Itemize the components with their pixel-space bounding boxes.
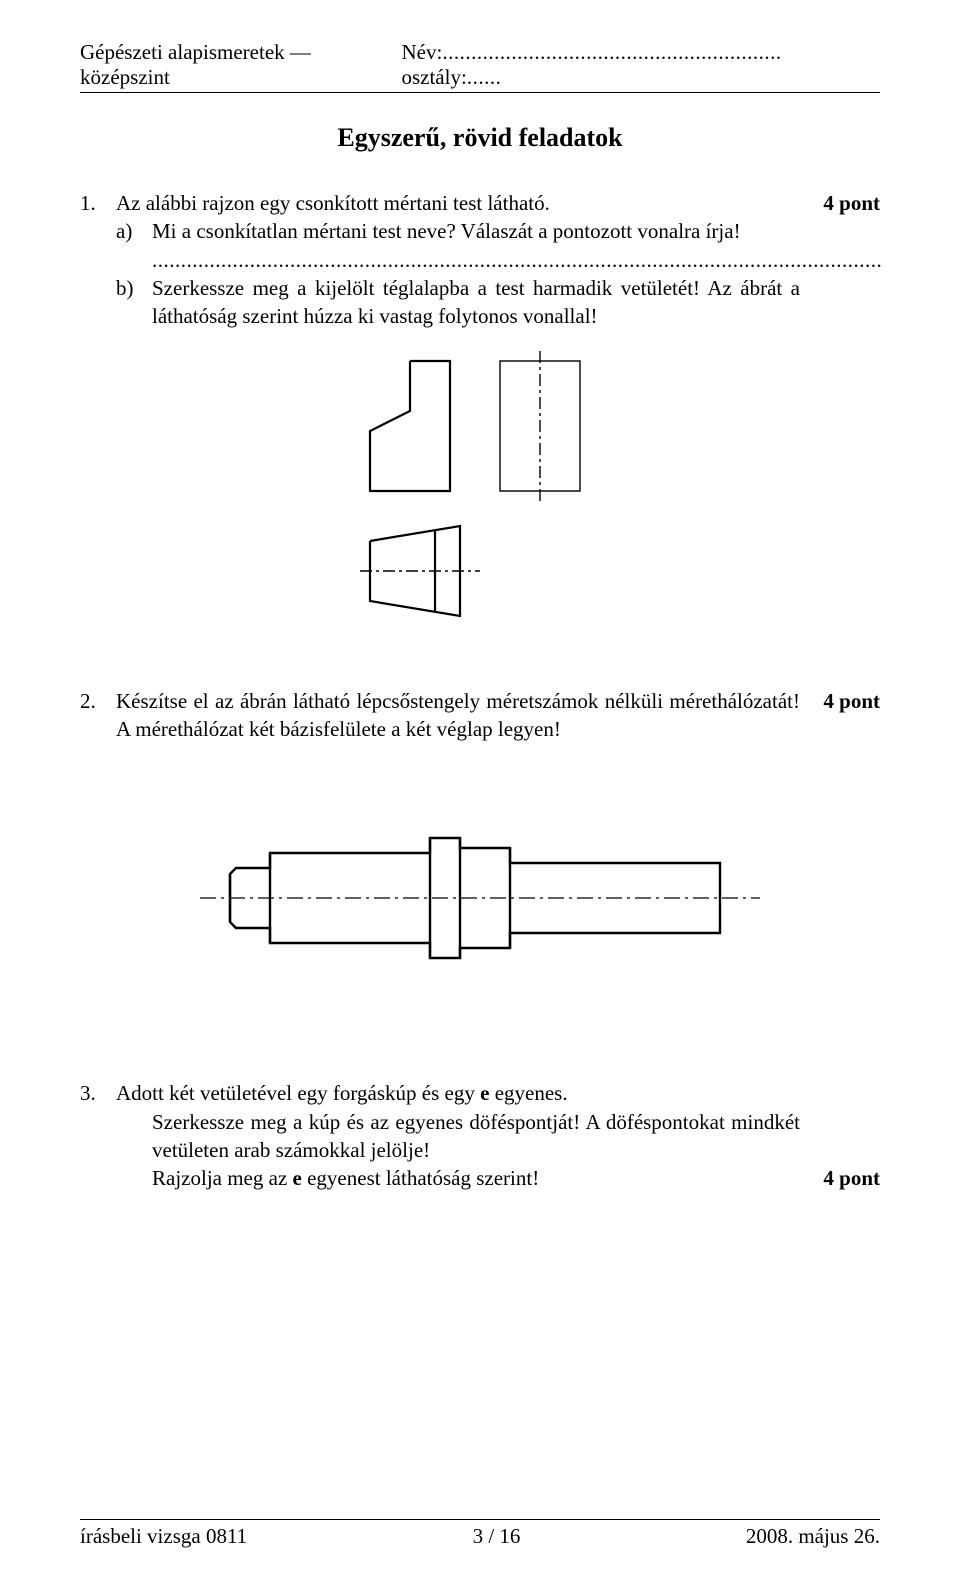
task-3-line3a: Rajzolja meg az — [152, 1166, 293, 1190]
task-1-points: 4 pont — [810, 189, 880, 217]
task-2-text: Készítse el az ábrán látható lépcsősteng… — [116, 687, 800, 744]
footer-center: 3 / 16 — [473, 1524, 521, 1549]
task-3-line3: Rajzolja meg az e egyenest láthatóság sz… — [152, 1164, 800, 1192]
page-header: Gépészeti alapismeretek — középszint Név… — [80, 40, 880, 93]
name-dots: ........................................… — [442, 40, 781, 64]
task-1a-answer-line[interactable]: ........................................… — [152, 246, 882, 274]
header-subject: Gépészeti alapismeretek — középszint — [80, 40, 401, 90]
figure-1 — [80, 351, 880, 647]
task-1: 1. Az alábbi rajzon egy csonkított mérta… — [80, 189, 880, 331]
page-title: Egyszerű, rövid feladatok — [80, 123, 880, 153]
task-3-points: 4 pont — [810, 1164, 880, 1192]
class-dots: ...... — [467, 65, 502, 89]
task-2-points: 4 pont — [810, 687, 880, 715]
footer-right: 2008. május 26. — [746, 1524, 880, 1549]
task-3-number: 3. — [80, 1079, 106, 1107]
task-3-line1: Adott két vetületével egy forgáskúp és e… — [116, 1079, 800, 1107]
footer-left: írásbeli vizsga 0811 — [80, 1524, 247, 1549]
task-3-line1a: Adott két vetületével egy forgáskúp és e… — [116, 1081, 480, 1105]
task-2: 2. Készítse el az ábrán látható lépcsőst… — [80, 687, 880, 744]
task-2-number: 2. — [80, 687, 106, 715]
task-3-line1b: egyenes. — [489, 1081, 567, 1105]
header-name-class: Név:....................................… — [401, 40, 880, 90]
task-1-number: 1. — [80, 189, 106, 217]
task-3-e2: e — [293, 1166, 302, 1190]
figure-1-svg — [340, 351, 620, 641]
name-label: Név: — [401, 40, 442, 64]
task-3: 3. Adott két vetületével egy forgáskúp é… — [80, 1079, 880, 1192]
page-footer: írásbeli vizsga 0811 3 / 16 2008. május … — [80, 1519, 880, 1549]
class-label: osztály: — [401, 65, 466, 89]
task-1-line1: Az alábbi rajzon egy csonkított mértani … — [116, 189, 800, 217]
task-3-line2: Szerkessze meg a kúp és az egyenes döfés… — [152, 1108, 800, 1165]
task-1b-text: Szerkessze meg a kijelölt téglalapba a t… — [152, 274, 800, 331]
task-1a-text: Mi a csonkítatlan mértani test neve? Vál… — [152, 217, 800, 245]
task-3-line3b: egyenest láthatóság szerint! — [302, 1166, 539, 1190]
figure-2 — [80, 763, 880, 1039]
task-1b-letter: b) — [116, 274, 142, 302]
figure-2-svg — [170, 763, 790, 1033]
task-1a-letter: a) — [116, 217, 142, 245]
